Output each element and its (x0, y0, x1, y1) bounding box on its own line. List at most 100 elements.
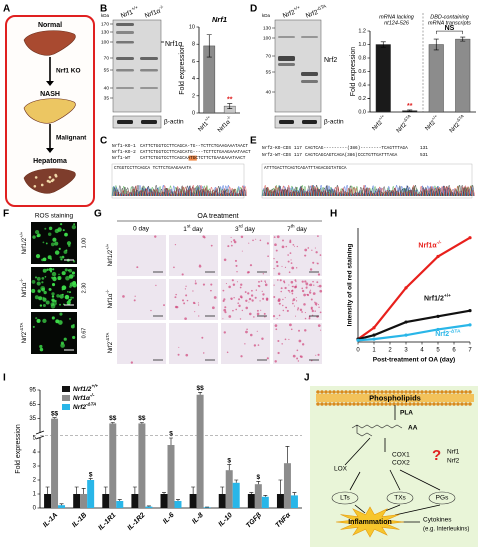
text-part: Nrf2 (282, 9, 296, 20)
lipid-droplet (317, 303, 319, 306)
ros-cell (56, 294, 60, 298)
lipid-droplet (316, 281, 319, 284)
x-tick-label: 5 (436, 348, 440, 354)
lipid-droplet (290, 328, 293, 331)
lipid-droplet (277, 298, 281, 302)
bar (87, 480, 95, 508)
sequence-position: 131 (420, 146, 428, 151)
lipid-droplet (301, 289, 305, 293)
ros-cell (51, 292, 55, 296)
ros-cell (61, 285, 67, 291)
lipid-head (352, 390, 356, 394)
lipid-droplet (279, 279, 282, 282)
ros-cell (47, 232, 52, 237)
loading-blot (274, 115, 322, 129)
lipid-droplet (291, 289, 294, 292)
kda-label: 35 (104, 95, 110, 101)
error-bar (52, 417, 57, 419)
bar (276, 494, 284, 508)
y-tick-label: 0 (33, 506, 37, 512)
lipid-droplet (210, 244, 213, 247)
label: Hepatoma (33, 158, 67, 165)
lipid-droplet (303, 303, 306, 306)
lipid-head (432, 390, 436, 394)
column-label: 3rd day (235, 224, 256, 233)
lipid-droplet (181, 273, 184, 276)
row-label: Nrf1/2+/+ (105, 243, 114, 266)
lipid-droplet (316, 262, 319, 265)
lipid-droplet (313, 284, 315, 286)
enzyme-label: COX1 (392, 452, 410, 459)
bar (254, 484, 262, 508)
lipid-droplet (197, 304, 200, 306)
lipid-head (360, 390, 364, 394)
bar (116, 501, 124, 508)
lipid-head (408, 402, 412, 406)
data-point (436, 314, 440, 318)
lipid-head (384, 390, 388, 394)
ros-cell (59, 222, 63, 226)
panel-title: ROS staining (35, 213, 74, 220)
blot-band (141, 120, 157, 124)
text-part: -ΔTA (316, 3, 328, 11)
text-part: Nrf1/2 (424, 295, 444, 302)
y-axis-label: Fold expression (15, 424, 22, 474)
ros-cell (68, 274, 74, 279)
x-tick-label: 1 (372, 348, 376, 354)
ros-cell (40, 285, 46, 291)
text-part: Nrf1/2 (22, 237, 28, 254)
lipid-droplet (295, 300, 298, 302)
lipid-head (396, 390, 400, 394)
y-axis-label: Fold expression (350, 47, 357, 97)
lipid-droplet (311, 249, 313, 251)
oil-red-image (273, 235, 322, 276)
lipid-droplet (182, 299, 185, 302)
lipid-droplet (275, 260, 279, 264)
ros-cell (45, 242, 48, 245)
ros-cell (42, 303, 46, 308)
lipid-droplet (284, 297, 286, 299)
text-part: -/- (105, 289, 110, 294)
chromatogram-trace (263, 184, 475, 197)
tumor-spot (34, 176, 38, 179)
text-part: -ΔTA (86, 402, 96, 407)
error-bar (263, 495, 268, 497)
sequence-name: Nrf2-KO-CDS (262, 146, 291, 151)
product-label: PGs (436, 495, 449, 502)
sequence-position: 531 (420, 153, 428, 158)
lipid-head (436, 390, 440, 394)
blot-band (278, 56, 295, 61)
lipid-head (416, 402, 420, 406)
data-point (468, 323, 472, 327)
lipid-droplet (194, 280, 197, 282)
ros-cell (39, 304, 43, 307)
lipid-droplet (304, 248, 308, 252)
lipid-head (468, 390, 472, 394)
legend-label: Nrf2-ΔTA (73, 402, 96, 411)
lipid-droplet (241, 250, 243, 252)
lipid-droplet (183, 302, 186, 305)
bar (261, 496, 269, 508)
data-point (356, 338, 360, 342)
y-tick-label: 3 (33, 464, 37, 470)
oil-red-image (221, 235, 270, 276)
lipid-droplet (309, 268, 313, 271)
lipid-droplet (281, 245, 285, 249)
ros-cell (48, 267, 53, 272)
lipid-droplet (277, 339, 280, 343)
blot-band (116, 23, 134, 26)
lipid-droplet (290, 259, 292, 261)
lipid-head (452, 402, 456, 406)
ros-cell (54, 228, 59, 234)
lipid-droplet (277, 272, 281, 276)
kda-label: 100 (101, 39, 109, 45)
ros-cell (38, 290, 41, 293)
lipid-droplet (262, 273, 264, 275)
annotation: $$ (51, 410, 59, 417)
lipid-head (344, 390, 348, 394)
ros-cell (59, 303, 61, 306)
ros-cell (37, 233, 41, 238)
annotation: $ (227, 457, 231, 464)
ros-cell (64, 232, 68, 237)
lipid-droplet (233, 240, 237, 244)
